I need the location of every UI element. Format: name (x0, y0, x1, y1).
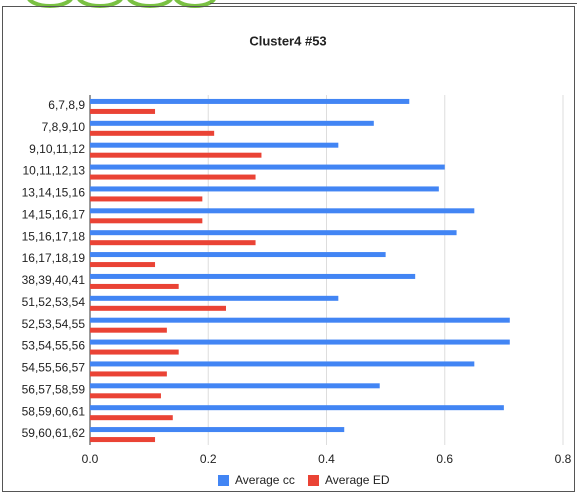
y-tick-label: 16,17,18,19 (22, 251, 86, 265)
y-tick-label: 59,60,61,62 (22, 426, 86, 440)
y-tick-label: 38,39,40,41 (22, 273, 86, 287)
x-tick-label: 0.4 (318, 452, 335, 466)
x-tick-label: 0.2 (200, 452, 217, 466)
bar (90, 230, 457, 236)
bar (90, 371, 167, 377)
y-tick-label: 6,7,8,9 (48, 98, 85, 112)
x-tick-label: 0.0 (82, 452, 99, 466)
legend-swatch (218, 475, 229, 486)
bar (90, 252, 386, 258)
bar (90, 98, 410, 104)
legend-label: Average ED (325, 473, 390, 487)
frame (2, 6, 575, 492)
y-tick-label: 51,52,53,54 (22, 295, 86, 309)
bar (90, 130, 215, 136)
bar (90, 174, 256, 180)
legend-swatch (308, 475, 319, 486)
bar (90, 142, 339, 148)
bar (90, 262, 156, 268)
y-tick-label: 7,8,9,10 (42, 120, 86, 134)
y-tick-label: 54,55,56,57 (22, 361, 86, 375)
x-tick-label: 0.8 (555, 452, 572, 466)
y-tick-label: 14,15,16,17 (22, 207, 86, 221)
bar (90, 437, 156, 443)
bar (90, 383, 380, 389)
bar (90, 415, 173, 421)
bar (90, 240, 256, 246)
legend-label: Average cc (235, 473, 295, 487)
bar (90, 196, 203, 202)
bar (90, 218, 203, 224)
y-tick-label: 15,16,17,18 (22, 229, 86, 243)
decoration (27, 0, 216, 8)
bar (90, 361, 475, 367)
bar (90, 427, 345, 433)
bar (90, 108, 156, 114)
y-tick-label: 9,10,11,12 (29, 142, 85, 156)
bar (90, 317, 510, 323)
bar (90, 152, 262, 158)
bar (90, 283, 179, 289)
bar (90, 393, 161, 399)
bar (90, 186, 439, 192)
y-tick-label: 52,53,54,55 (22, 317, 86, 331)
bar (90, 164, 445, 170)
chart-title: Cluster4 #53 (249, 33, 326, 48)
bar (90, 405, 504, 411)
y-tick-label: 10,11,12,13 (22, 164, 85, 178)
bar (90, 349, 179, 355)
bar (90, 273, 416, 279)
bar (90, 120, 374, 126)
y-tick-label: 58,59,60,61 (22, 404, 86, 418)
bar (90, 327, 167, 333)
y-tick-label: 13,14,15,16 (22, 186, 86, 200)
y-tick-label: 56,57,58,59 (22, 382, 86, 396)
bar (90, 305, 226, 311)
bar (90, 339, 510, 345)
bar (90, 208, 475, 214)
bar (90, 295, 339, 301)
y-tick-label: 53,54,55,56 (22, 339, 86, 353)
x-tick-label: 0.6 (436, 452, 453, 466)
